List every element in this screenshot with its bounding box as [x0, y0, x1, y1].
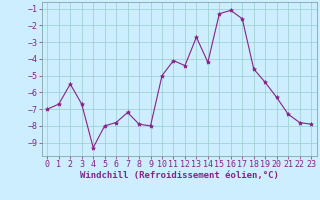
X-axis label: Windchill (Refroidissement éolien,°C): Windchill (Refroidissement éolien,°C): [80, 171, 279, 180]
